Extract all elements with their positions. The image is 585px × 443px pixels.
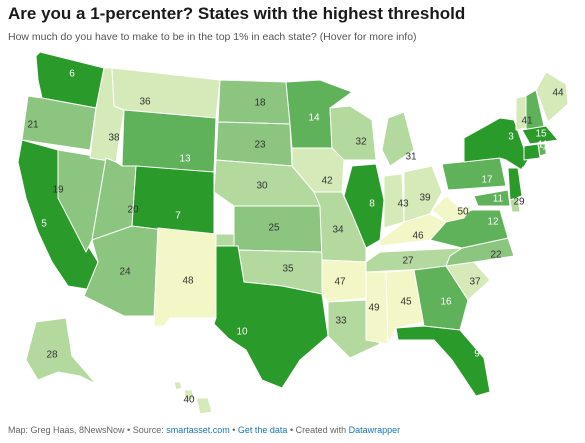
footer-credits: Map: Greg Haas, 8NewsNow • Source: smart… (8, 425, 400, 435)
state-rank-label-ma: 2 (550, 144, 556, 155)
datawrapper-link[interactable]: Datawrapper (348, 425, 401, 435)
page-title: Are you a 1-percenter? States with the h… (8, 4, 466, 23)
state-wi[interactable] (329, 105, 377, 161)
state-ma[interactable] (521, 125, 559, 145)
get-data-link[interactable]: Get the data (237, 425, 288, 435)
state-de[interactable] (509, 197, 521, 213)
state-hi[interactable] (173, 381, 213, 415)
state-me[interactable] (535, 71, 569, 123)
state-ar[interactable] (321, 259, 369, 303)
us-choropleth-map: 6 21 5 19 38 36 13 20 24 7 48 18 23 30 25 35 10 14 42 34 47 3… (0, 48, 585, 418)
state-md[interactable] (473, 189, 511, 207)
state-ga[interactable] (413, 265, 469, 331)
state-wv[interactable] (431, 195, 473, 223)
state-ms[interactable] (365, 271, 389, 345)
state-fl[interactable] (395, 325, 491, 397)
state-mi[interactable] (381, 111, 415, 167)
state-co[interactable] (131, 165, 215, 237)
state-sd[interactable] (215, 121, 293, 167)
state-az[interactable] (83, 225, 159, 317)
source-link[interactable]: smartasset.com (166, 425, 230, 435)
state-ct[interactable] (523, 143, 541, 161)
state-ri[interactable] (537, 143, 547, 157)
map-credit: Map: Greg Haas, 8NewsNow (8, 425, 125, 435)
state-nd[interactable] (217, 79, 291, 125)
state-ak[interactable] (25, 317, 97, 385)
state-vt[interactable] (515, 95, 527, 131)
state-ks[interactable] (233, 205, 323, 253)
page-subtitle: How much do you have to make to be in th… (8, 31, 417, 43)
state-al[interactable] (385, 269, 425, 345)
data-separator: • (229, 425, 238, 435)
state-in[interactable] (383, 173, 405, 229)
state-oh[interactable] (403, 165, 443, 223)
state-nm[interactable] (153, 227, 217, 327)
state-tx[interactable] (213, 245, 329, 389)
state-il[interactable] (343, 163, 385, 249)
state-wy[interactable] (121, 109, 217, 173)
state-nj[interactable] (507, 167, 523, 201)
state-pa[interactable] (441, 157, 507, 191)
source-separator: • Source: (124, 425, 167, 435)
tool-separator: • Created with (287, 425, 349, 435)
state-ny[interactable] (463, 117, 529, 171)
